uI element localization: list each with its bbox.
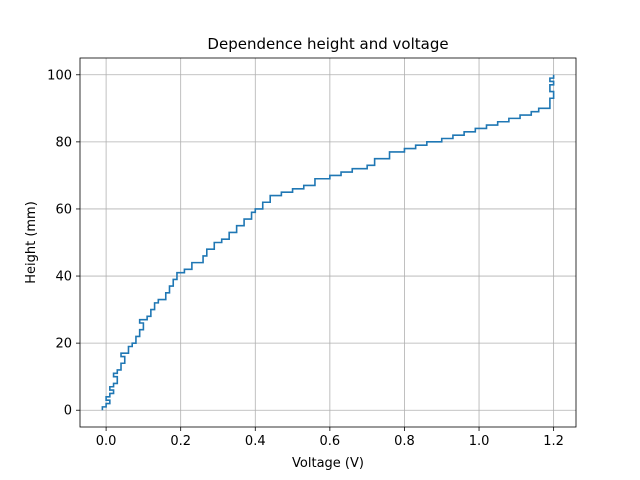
y-tick-label: 40 bbox=[55, 270, 72, 285]
series-layer bbox=[101, 74, 555, 411]
x-axis-label: Voltage (V) bbox=[292, 456, 364, 471]
x-axis: 0.0 0.2 0.4 0.6 0.8 1.0 1.2 bbox=[96, 427, 564, 449]
x-tick-label: 1.2 bbox=[543, 434, 564, 449]
y-tick-label: 20 bbox=[55, 337, 72, 352]
x-tick-label: 0.0 bbox=[96, 434, 117, 449]
x-tick-label: 0.4 bbox=[245, 434, 266, 449]
y-axis-label: Height (mm) bbox=[24, 201, 39, 284]
x-tick-label: 1.0 bbox=[469, 434, 490, 449]
y-tick-label: 100 bbox=[47, 68, 72, 83]
x-tick-label: 0.6 bbox=[320, 434, 341, 449]
series-line bbox=[101, 74, 555, 411]
y-axis: 0 20 40 60 80 100 bbox=[47, 68, 80, 419]
chart-title: Dependence height and voltage bbox=[207, 35, 448, 53]
x-tick-label: 0.8 bbox=[394, 434, 415, 449]
plot-frame bbox=[79, 57, 577, 428]
y-tick-label: 0 bbox=[64, 404, 72, 419]
y-tick-label: 60 bbox=[55, 202, 72, 217]
y-tick-label: 80 bbox=[55, 135, 72, 150]
grid-lines bbox=[80, 58, 576, 427]
x-tick-label: 0.2 bbox=[170, 434, 191, 449]
